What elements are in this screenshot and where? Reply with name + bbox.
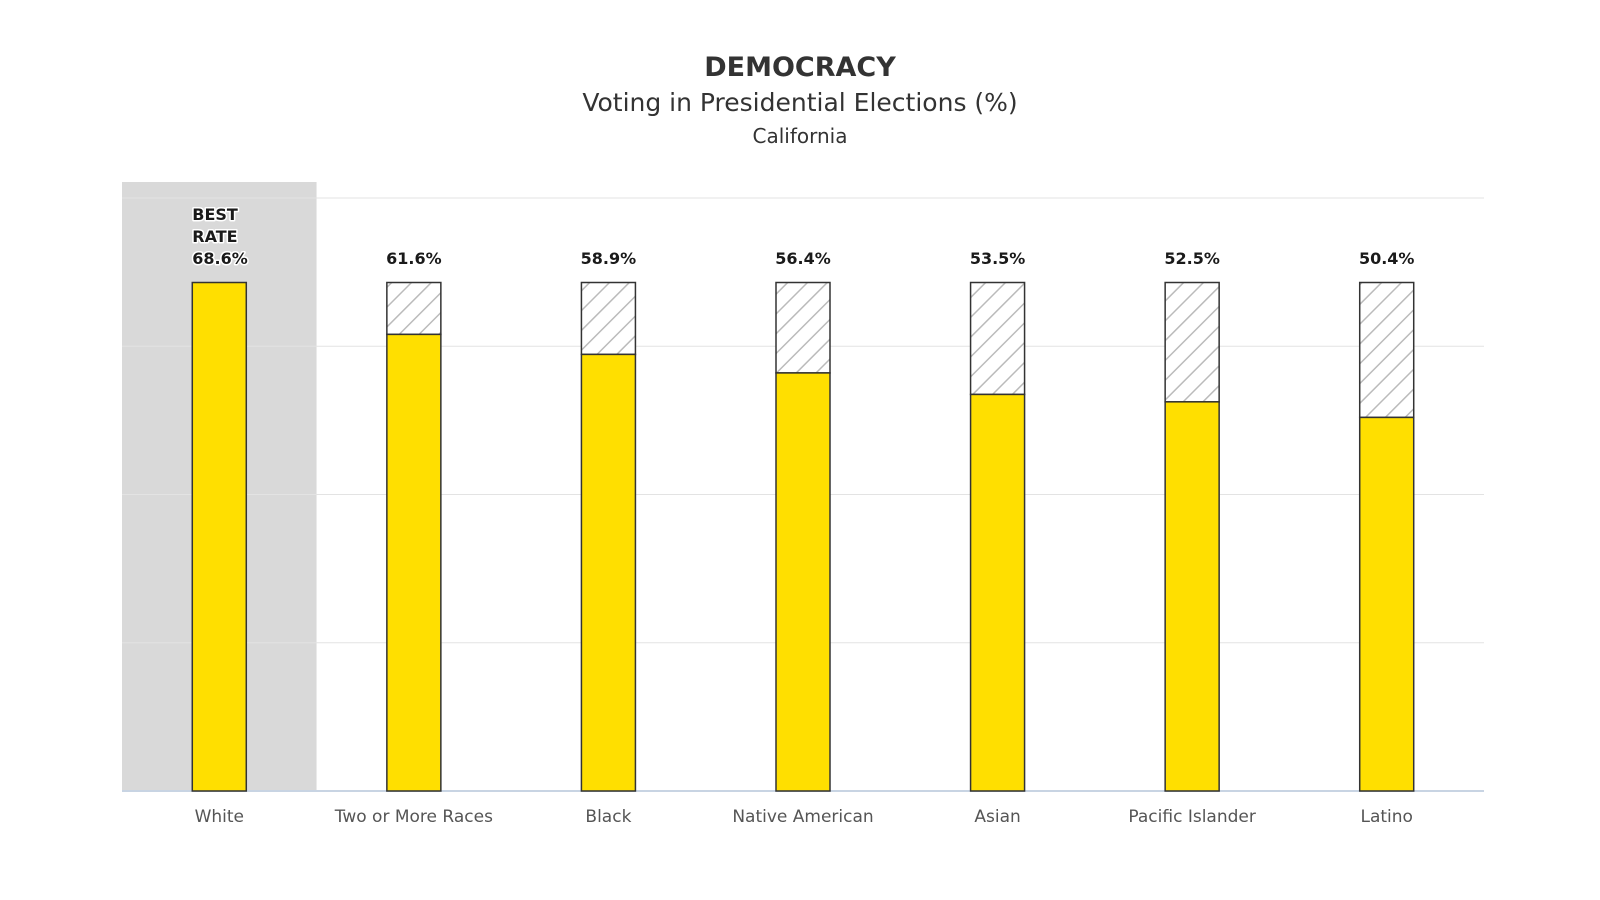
category-label: Native American <box>732 807 873 827</box>
gap-to-best-segment <box>775 281 831 374</box>
bar <box>969 393 1026 792</box>
chart-title: DEMOCRACY <box>704 52 896 83</box>
value-label: 53.5% <box>970 249 1026 268</box>
bar <box>580 353 637 792</box>
best-rate-label: RATE <box>192 227 237 246</box>
category-label: Black <box>585 807 631 827</box>
gap-to-best-segment <box>386 281 442 336</box>
category-label: Asian <box>974 807 1020 827</box>
value-label: 50.4% <box>1359 249 1415 268</box>
chart-subtitle: Voting in Presidential Elections (%) <box>582 88 1018 117</box>
gap-to-best-segment <box>969 281 1026 396</box>
gap-to-best-segment <box>580 281 637 356</box>
value-label: 52.5% <box>1164 249 1220 268</box>
chart-region: California <box>752 124 848 148</box>
bar <box>386 333 442 792</box>
bar <box>191 281 248 792</box>
value-label: 58.9% <box>581 249 637 268</box>
bar <box>1164 401 1220 792</box>
value-label: 68.6% <box>192 249 248 268</box>
gap-to-best-segment <box>1164 281 1220 403</box>
value-label: 61.6% <box>386 249 442 268</box>
value-label: 56.4% <box>775 249 831 268</box>
bar <box>775 372 831 792</box>
category-label: White <box>195 807 244 827</box>
category-label: Two or More Races <box>334 807 493 827</box>
category-label: Latino <box>1360 807 1412 827</box>
best-rate-label: BEST <box>192 205 238 224</box>
category-label: Pacific Islander <box>1128 807 1255 827</box>
gap-to-best-segment <box>1358 281 1415 419</box>
bar <box>1358 416 1415 792</box>
